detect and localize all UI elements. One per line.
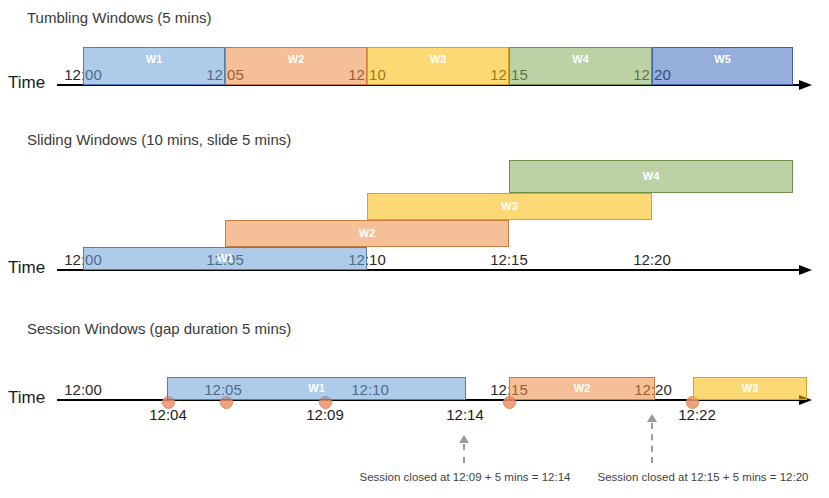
session-close-arrow2-shaft <box>651 423 653 463</box>
sliding-window-w3-label: W3 <box>501 200 518 213</box>
sliding-window-w4: W4 <box>509 160 793 193</box>
sliding-timeline-arrow-icon <box>799 265 812 275</box>
tumbling-window-w1: W1 <box>83 47 225 85</box>
sliding-section-title: Sliding Windows (10 mins, slide 5 mins) <box>27 131 291 148</box>
tumbling-window-w4: W4 <box>509 47 652 85</box>
tumbling-window-w5-label: W5 <box>714 53 731 66</box>
session-window-w3-label: W3 <box>742 382 759 395</box>
session-close-arrow1-head-icon <box>459 435 469 443</box>
sliding-window-w4-label: W4 <box>643 170 660 183</box>
session-close-arrow1-shaft <box>463 444 465 463</box>
sliding-window-w2: W2 <box>225 220 509 247</box>
tumbling-window-w4-label: W4 <box>572 53 589 66</box>
session-close-time-1214: 12:14 <box>430 406 500 423</box>
tumbling-window-w5: W5 <box>652 47 793 85</box>
sliding-tick-1220: 12:20 <box>620 251 684 269</box>
sliding-window-w2-label: W2 <box>359 227 376 240</box>
tumbling-timeline-arrow-icon <box>799 80 812 90</box>
sliding-window-w1-label: W1 <box>217 252 234 265</box>
session-window-w2-label: W2 <box>574 382 591 395</box>
tumbling-window-w2: W2 <box>225 47 367 85</box>
sliding-tick-1215: 12:15 <box>477 251 541 269</box>
tumbling-time-axis-label: Time <box>8 73 45 93</box>
session-section-title: Session Windows (gap duration 5 mins) <box>27 320 291 337</box>
session-time-axis-label: Time <box>8 388 45 408</box>
session-window-w3: W3 <box>693 377 807 400</box>
tumbling-window-w2-label: W2 <box>288 53 305 66</box>
session-event-time-1222: 12:22 <box>662 406 732 423</box>
session-tick-1200: 12:00 <box>51 381 115 399</box>
session-event-time-1209: 12:09 <box>290 406 360 423</box>
sliding-window-w3: W3 <box>367 193 652 220</box>
sliding-time-axis-label: Time <box>8 258 45 278</box>
session-window-w1-label: W1 <box>308 382 325 395</box>
tumbling-window-w1-label: W1 <box>146 53 163 66</box>
session-close-arrow2-head-icon <box>647 414 657 422</box>
session-close-note-2: Session closed at 12:15 + 5 mins = 12:20 <box>583 471 823 483</box>
windowing-strategies-diagram: Tumbling Windows (5 mins) Time 12:00 12:… <box>0 0 829 498</box>
tumbling-window-w3-label: W3 <box>430 53 447 66</box>
session-event-time-1204: 12:04 <box>133 406 203 423</box>
session-close-note-1: Session closed at 12:09 + 5 mins = 12:14 <box>345 471 585 483</box>
tumbling-section-title: Tumbling Windows (5 mins) <box>27 9 212 26</box>
session-window-w2: W2 <box>509 377 655 400</box>
session-window-w1: W1 <box>167 377 466 400</box>
sliding-window-w1: W1 <box>83 247 367 270</box>
tumbling-window-w3: W3 <box>367 47 509 85</box>
